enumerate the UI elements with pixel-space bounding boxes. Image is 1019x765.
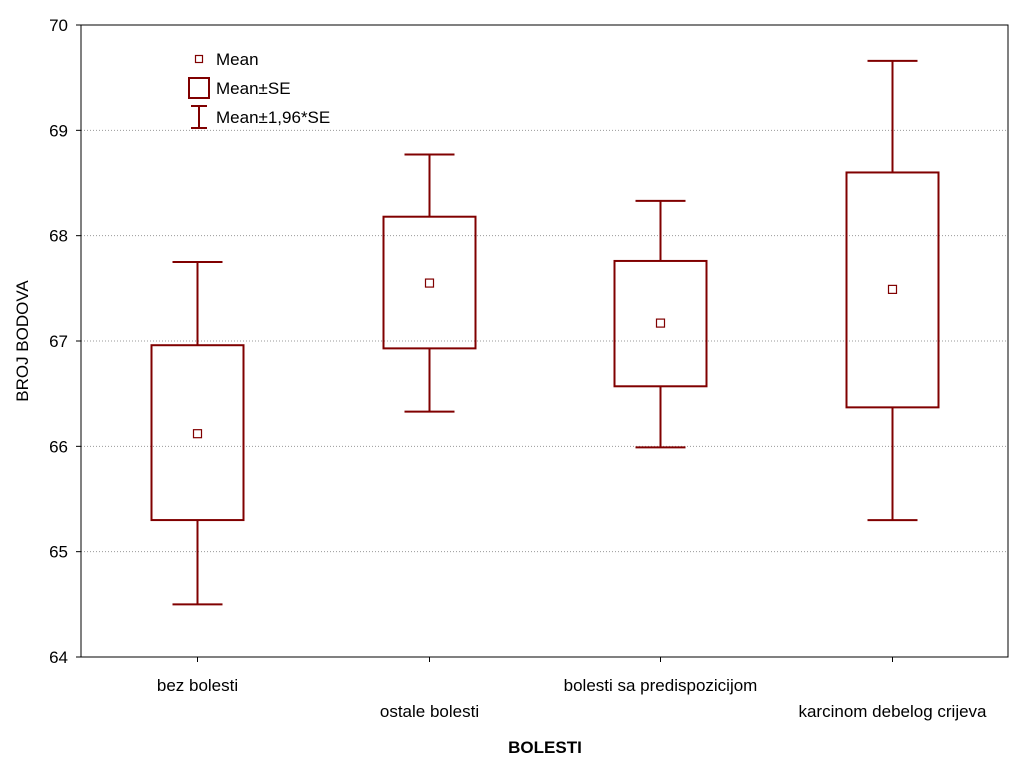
legend-label: Mean xyxy=(216,50,259,69)
legend-item: Mean xyxy=(194,50,259,69)
legend-box-symbol xyxy=(188,77,210,99)
se-box xyxy=(613,259,708,388)
se-box xyxy=(845,171,940,409)
box-group xyxy=(845,59,940,522)
y-tick-label: 70 xyxy=(49,16,68,35)
y-axis-title: BROJ BODOVA xyxy=(13,280,32,402)
y-tick-label: 67 xyxy=(49,332,68,351)
y-tick-label: 65 xyxy=(49,543,68,562)
mean-point xyxy=(655,318,666,328)
y-tick-label: 69 xyxy=(49,121,68,140)
legend-item: Mean±SE xyxy=(188,77,291,99)
x-tick-label: ostale bolesti xyxy=(380,702,479,721)
x-tick-label: bez bolesti xyxy=(157,676,238,695)
box-group xyxy=(150,261,245,606)
legend: Mean Mean±SE Mean±1,96*SE xyxy=(188,50,330,129)
x-axis: bez bolesti ostale bolesti bolesti sa pred… xyxy=(157,657,987,721)
se-box xyxy=(382,215,477,350)
legend-whisker-symbol xyxy=(191,105,207,129)
gridlines xyxy=(81,129,1008,553)
x-tick-label: bolesti sa predispozicijom xyxy=(564,676,758,695)
box-group xyxy=(613,199,708,449)
y-axis: 64 65 66 67 68 69 70 xyxy=(49,16,81,667)
legend-label: Mean±1,96*SE xyxy=(216,108,330,127)
x-tick-label: karcinom debelog crijeva xyxy=(798,702,987,721)
legend-label: Mean±SE xyxy=(216,79,291,98)
mean-point xyxy=(192,429,203,439)
box-group xyxy=(382,153,477,413)
y-tick-label: 66 xyxy=(49,437,68,456)
legend-item: Mean±1,96*SE xyxy=(191,105,330,129)
se-box xyxy=(150,344,245,522)
mean-point xyxy=(887,284,898,294)
box-series xyxy=(150,59,940,606)
legend-mean-symbol xyxy=(194,54,204,64)
mean-point xyxy=(424,278,435,288)
y-tick-label: 64 xyxy=(49,648,68,667)
y-tick-label: 68 xyxy=(49,227,68,246)
x-axis-title: BOLESTI xyxy=(508,738,582,757)
